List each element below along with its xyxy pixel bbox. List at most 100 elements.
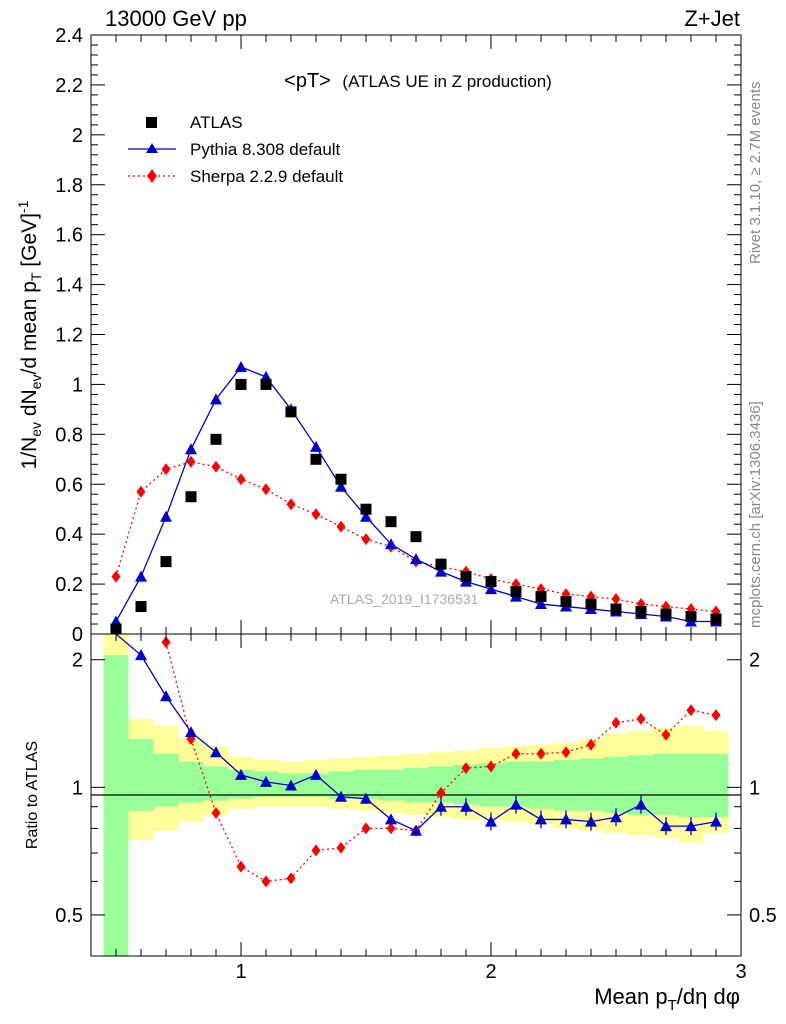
ratio-pythia-point xyxy=(585,815,597,827)
atlas-point xyxy=(185,491,197,503)
main-panel-frame xyxy=(90,34,742,635)
atlas-point xyxy=(610,603,622,615)
atlas-point xyxy=(510,586,522,598)
ratio-pythia-point xyxy=(685,820,697,832)
atlas-point xyxy=(335,473,347,485)
stat-band-green xyxy=(653,753,679,816)
stat-band-green xyxy=(378,769,404,801)
ratio-pythia-point xyxy=(560,813,572,825)
atlas-point xyxy=(135,601,147,613)
stat-band-green xyxy=(303,773,329,797)
ratio-pythia-point xyxy=(310,768,322,780)
y-tick-label: 1.4 xyxy=(55,275,83,297)
stat-band-green xyxy=(403,768,429,803)
legend-label-sherpa: Sherpa 2.2.9 default xyxy=(190,167,343,186)
ratio-y-tick-label: 2 xyxy=(72,650,83,672)
pythia-point xyxy=(135,570,147,582)
ratio-pythia-point xyxy=(510,798,522,810)
atlas-point xyxy=(660,608,672,620)
mcplots-label: mcplots.cern.ch [arXiv:1306.3436] xyxy=(747,401,764,628)
rivet-label: Rivet 3.1.10, ≥ 2.7M events xyxy=(747,82,764,265)
ratio-pythia-point xyxy=(710,815,722,827)
y-tick-label: 0.4 xyxy=(55,524,83,546)
ratio-pythia-point xyxy=(410,824,422,836)
atlas-point xyxy=(560,596,572,608)
atlas-point xyxy=(635,606,647,618)
atlas-point xyxy=(360,503,372,515)
stat-band-green xyxy=(528,761,554,809)
atlas-point xyxy=(435,558,447,570)
pythia-point xyxy=(235,360,247,372)
stat-band-green xyxy=(603,756,629,813)
y-tick-label: 0 xyxy=(72,624,83,646)
atlas-point xyxy=(710,613,722,625)
atlas-point xyxy=(585,598,597,610)
y-tick-label: 0.8 xyxy=(55,424,83,446)
sherpa-point xyxy=(361,533,371,546)
x-tick-label: 1 xyxy=(235,961,246,983)
pythia-point xyxy=(185,443,197,455)
legend: ATLAS Pythia 8.308 default Sherpa 2.2.9 … xyxy=(128,113,343,186)
ratio-sherpa-point xyxy=(161,636,171,649)
sherpa-point xyxy=(286,498,296,511)
ratio-y-tick-label-right: 1 xyxy=(749,777,760,799)
ratio-pythia-point xyxy=(460,800,472,812)
y-tick-label: 0.2 xyxy=(55,574,83,596)
sherpa-point xyxy=(211,460,221,473)
xlabel-part-c: /dη dφ xyxy=(677,984,740,1009)
ratio-sherpa-point xyxy=(636,712,646,725)
pythia-point xyxy=(335,480,347,492)
atlas-point xyxy=(110,623,122,635)
ratio-pythia-point xyxy=(135,649,147,661)
y-tick-label: 1 xyxy=(72,374,83,396)
atlas-point xyxy=(235,378,247,390)
ratio-sherpa-point xyxy=(461,762,471,775)
ratio-pythia-point xyxy=(635,798,647,810)
y-tick-label: 0.6 xyxy=(55,474,83,496)
pythia-point xyxy=(385,538,397,550)
atlas-point xyxy=(285,406,297,418)
ratio-pythia-point xyxy=(160,690,172,702)
ratio-uncertainty-bands xyxy=(103,634,729,956)
chart-subtitle: (ATLAS UE in Z production) xyxy=(342,72,551,91)
y-tick-label: 1.2 xyxy=(55,325,83,347)
ratio-y-tick-label-right: 2 xyxy=(749,650,760,672)
ylabel-part-g: [GeV] xyxy=(18,213,41,273)
stat-band-green xyxy=(578,758,604,811)
ratio-sherpa-point xyxy=(711,709,721,722)
ylabel-part-e: /d mean p xyxy=(18,281,41,374)
atlas-point xyxy=(260,378,272,390)
ratio-pythia-point xyxy=(335,790,347,802)
y-tick-label: 1.8 xyxy=(55,175,83,197)
main-axis-ticks: 0 0.2 0.4 0.6 0.8 1 1.2 1.4 1.6 1.8 2 2.2 2.4 xyxy=(55,25,742,646)
sherpa-point xyxy=(236,473,246,486)
main-data-layer xyxy=(110,360,722,635)
legend-marker-atlas xyxy=(146,117,157,128)
ratio-sherpa-point xyxy=(311,844,321,857)
stat-band-green xyxy=(153,753,179,807)
ratio-data-layer xyxy=(115,633,722,888)
ratio-y-tick-label-right: 0.5 xyxy=(749,905,777,927)
legend-label-pythia: Pythia 8.308 default xyxy=(190,140,341,159)
pythia-point xyxy=(435,565,447,577)
sherpa-point xyxy=(611,593,621,606)
legend-marker-sherpa xyxy=(147,169,157,183)
ratio-sherpa-point xyxy=(686,704,696,717)
y-axis-label: 1/Nev dNev/d mean pT [GeV]-1 xyxy=(15,200,44,469)
sherpa-point xyxy=(336,520,346,533)
ratio-pythia-point xyxy=(385,813,397,825)
y-tick-label: 2.2 xyxy=(55,75,83,97)
stat-band-green xyxy=(128,739,154,811)
ratio-sherpa-point xyxy=(236,860,246,873)
y-tick-label: 2 xyxy=(72,125,83,147)
sherpa-point xyxy=(111,570,121,583)
header-left: 13000 GeV pp xyxy=(105,6,247,31)
stat-band-green xyxy=(703,753,729,818)
pythia-line xyxy=(115,366,716,623)
ratio-sherpa-point xyxy=(361,822,371,835)
ratio-pythia-point xyxy=(360,792,372,804)
pythia-point xyxy=(485,583,497,595)
ratio-sherpa-point xyxy=(486,760,496,773)
legend-label-atlas: ATLAS xyxy=(190,113,243,132)
pythia-point xyxy=(535,598,547,610)
